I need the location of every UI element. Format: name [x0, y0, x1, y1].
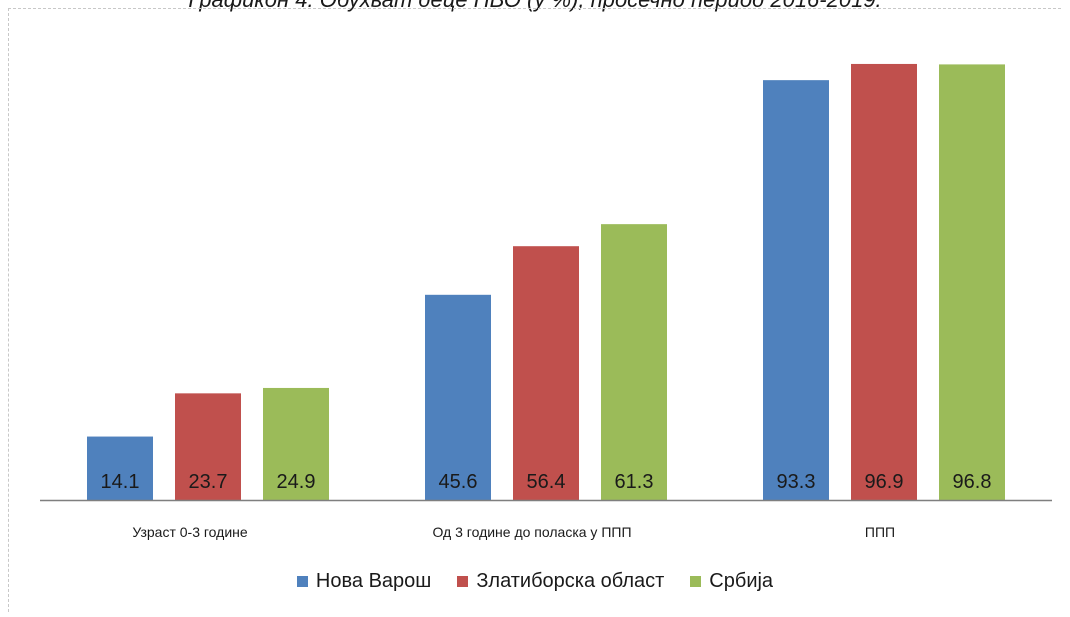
bar-value-label: 93.3: [777, 471, 816, 493]
bar: [939, 64, 1005, 501]
bar-value-label: 96.9: [865, 471, 904, 493]
bar: [851, 63, 917, 500]
legend-label: Нова Варош: [315, 570, 432, 592]
bar-value-label: 23.7: [189, 471, 228, 493]
bar: [87, 436, 153, 500]
bar-value-label: 24.9: [277, 471, 316, 493]
bar-value-label: 61.3: [615, 471, 654, 493]
chart-frame: [8, 8, 1061, 612]
chart-title: Графикон 4. Обухват деце ПВО (у %), прос…: [0, 0, 1070, 13]
category-label: Узраст 0-3 године: [132, 524, 248, 540]
bar-value-label: 45.6: [439, 471, 478, 493]
legend-swatch: [690, 576, 702, 587]
bar-value-label: 14.1: [101, 471, 140, 493]
legend-item-zlatiborska-oblast: Златиборска област: [457, 570, 664, 593]
category-label: ППП: [865, 524, 895, 540]
chart-legend: Нова Варош Златиборска област Србија: [0, 570, 1070, 593]
bar: [513, 246, 579, 500]
bar: [263, 387, 329, 500]
legend-swatch: [296, 576, 308, 587]
bar: [175, 393, 241, 500]
bar: [425, 294, 491, 500]
category-label: Од 3 године до поласка у ППП: [432, 524, 631, 540]
legend-label: Србија: [709, 570, 774, 592]
bar-chart: 14.1 23.7 24.9 Узраст 0-3 године 45.6 56.4 61.…: [40, 63, 1052, 540]
legend-item-srbija: Србија: [690, 570, 773, 593]
legend-swatch: [457, 576, 469, 587]
bar-value-label: 56.4: [527, 471, 566, 493]
legend-item-nova-varos: Нова Варош: [296, 570, 432, 593]
legend-label: Златиборска област: [476, 570, 665, 592]
bar: [763, 80, 829, 501]
bar-value-label: 96.8: [953, 471, 992, 493]
bar: [601, 224, 667, 500]
